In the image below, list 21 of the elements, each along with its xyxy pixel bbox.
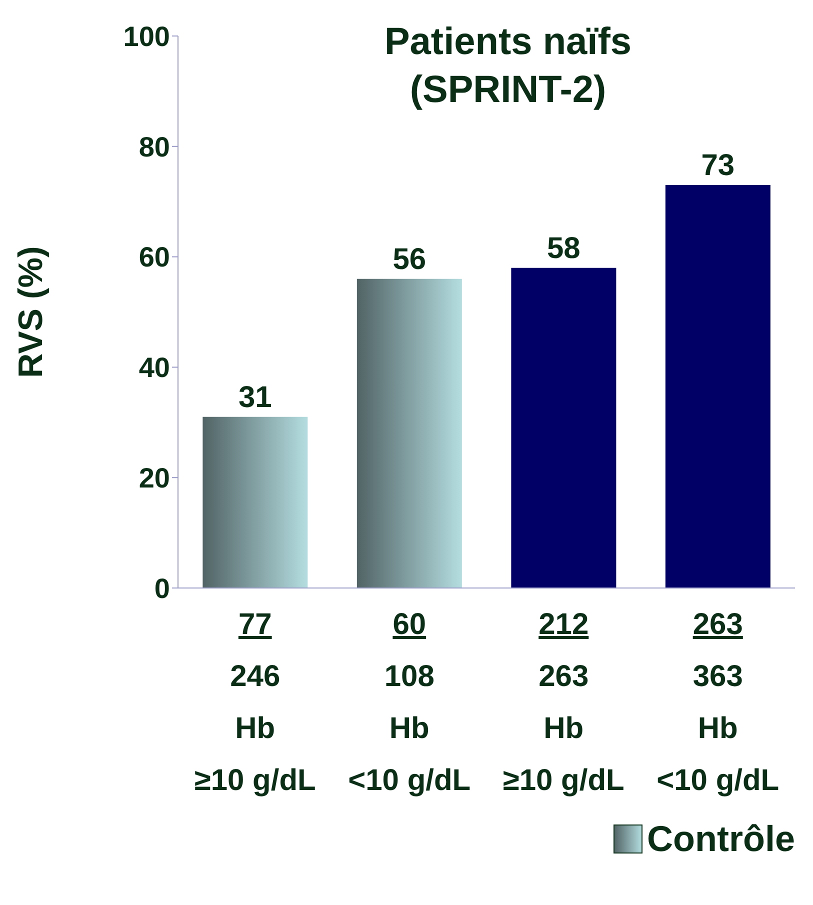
x-tick-label: 60 108 Hb <10 g/dL — [348, 608, 471, 797]
y-axis-title: RVS (%) — [12, 246, 50, 378]
data-label: 58 — [546, 232, 580, 265]
bar — [511, 268, 616, 588]
data-label: 56 — [392, 242, 426, 276]
x-tick-label: 212 263 Hb ≥10 g/dL — [502, 608, 624, 797]
y-tick-label: 80 — [138, 131, 170, 162]
legend-label: Contrôle — [647, 818, 795, 860]
chart-title: Patients naïfs (SPRINT-2) — [383, 20, 633, 113]
x-tick-label: 77 246 Hb ≥10 g/dL — [194, 608, 316, 797]
bar — [202, 416, 308, 588]
data-label: 31 — [238, 380, 272, 414]
bar — [665, 185, 770, 588]
y-tick-label: 0 — [154, 572, 170, 604]
y-tick-label: 40 — [138, 352, 170, 384]
y-tick-label: 20 — [138, 462, 170, 494]
y-tick-label: 60 — [138, 242, 170, 273]
data-label: 73 — [701, 149, 735, 182]
y-tick-label: 100 — [123, 20, 170, 52]
x-tick-label: 263 363 Hb <10 g/dL — [656, 608, 780, 797]
bar — [356, 278, 462, 588]
